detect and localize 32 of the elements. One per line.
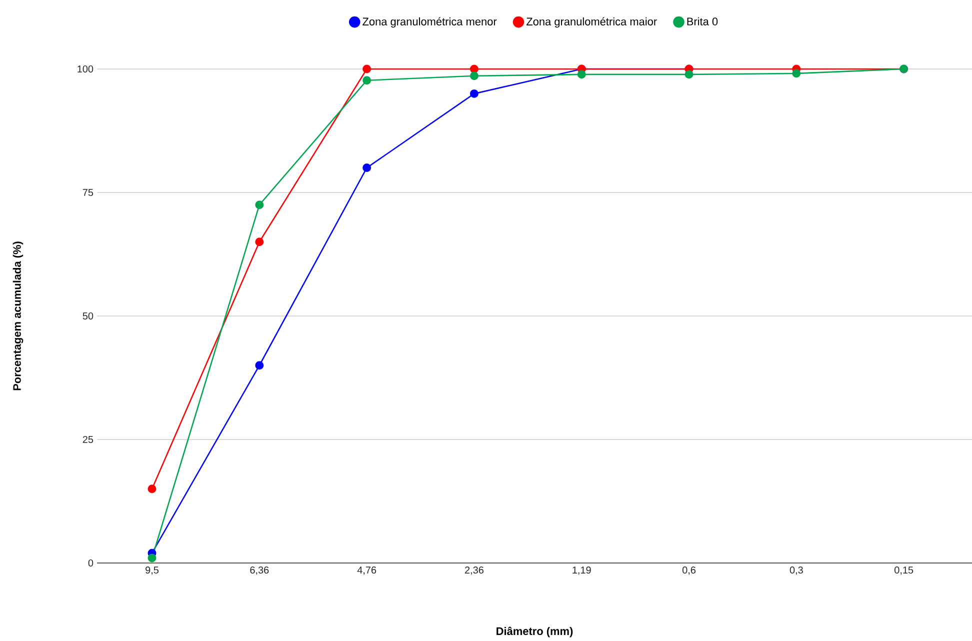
x-axis-title: Diâmetro (mm) (496, 626, 573, 638)
legend-label: Zona granulométrica menor (362, 17, 497, 28)
y-tick-label: 0 (88, 559, 94, 567)
x-tick-label: 0,15 (894, 566, 914, 575)
point (362, 164, 372, 172)
y-tick-label: 100 (78, 65, 94, 73)
point (684, 70, 694, 79)
y-tick-label: 25 (82, 436, 94, 444)
y-tick-label: 50 (82, 312, 94, 320)
point (148, 484, 156, 494)
point (577, 70, 586, 79)
point (255, 238, 264, 246)
point (255, 361, 264, 370)
x-tick-label: 6,36 (250, 566, 269, 575)
point (470, 89, 478, 98)
point (362, 64, 372, 74)
point (792, 69, 801, 78)
x-tick-label: 9,5 (146, 566, 159, 575)
point (362, 76, 372, 85)
point (470, 64, 478, 74)
point (470, 72, 478, 80)
point (148, 554, 156, 562)
x-tick-label: 0,3 (790, 566, 803, 575)
x-tick-label: 2,36 (465, 566, 484, 575)
point (255, 200, 264, 210)
legend-label: Zona granulométrica maior (526, 17, 657, 28)
x-tick-label: 1,19 (572, 566, 591, 575)
y-tick-label: 75 (82, 189, 94, 196)
x-tick-label: 4,76 (357, 566, 376, 575)
y-axis-title: Porcentagem acumulada (%) (12, 242, 24, 390)
legend-label: Brita 0 (687, 17, 718, 26)
x-tick-label: 0,6 (682, 566, 696, 575)
